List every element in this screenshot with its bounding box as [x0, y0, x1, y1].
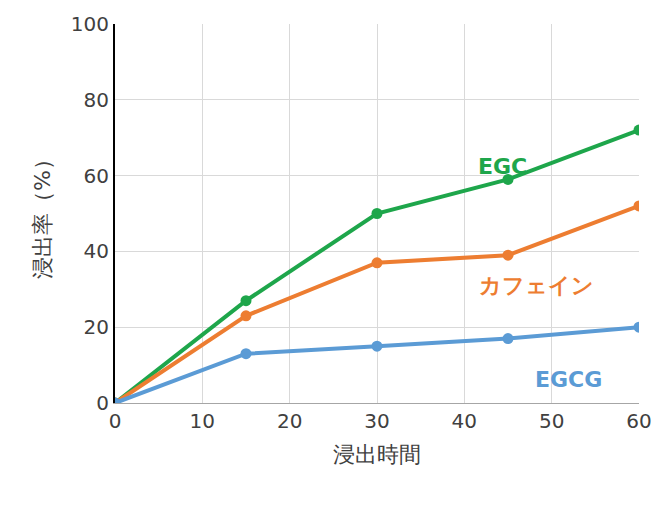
- svg-text:60: 60: [626, 409, 651, 433]
- svg-text:カフェイン: カフェイン: [479, 273, 594, 298]
- svg-text:20: 20: [277, 409, 302, 433]
- svg-text:10: 10: [190, 409, 215, 433]
- svg-text:60: 60: [84, 164, 109, 188]
- svg-text:20: 20: [84, 315, 109, 339]
- svg-text:EGCG: EGCG: [535, 367, 602, 392]
- svg-text:40: 40: [84, 239, 109, 263]
- svg-text:EGC: EGC: [478, 154, 527, 179]
- svg-text:40: 40: [452, 409, 477, 433]
- svg-text:0: 0: [109, 409, 122, 433]
- svg-text:100: 100: [71, 12, 109, 36]
- svg-text:50: 50: [539, 409, 564, 433]
- svg-text:0: 0: [96, 391, 109, 415]
- svg-text:浸出時間: 浸出時間: [333, 442, 421, 467]
- svg-text:30: 30: [364, 409, 389, 433]
- svg-text:浸出率（%）: 浸出率（%）: [30, 148, 55, 279]
- svg-text:80: 80: [84, 88, 109, 112]
